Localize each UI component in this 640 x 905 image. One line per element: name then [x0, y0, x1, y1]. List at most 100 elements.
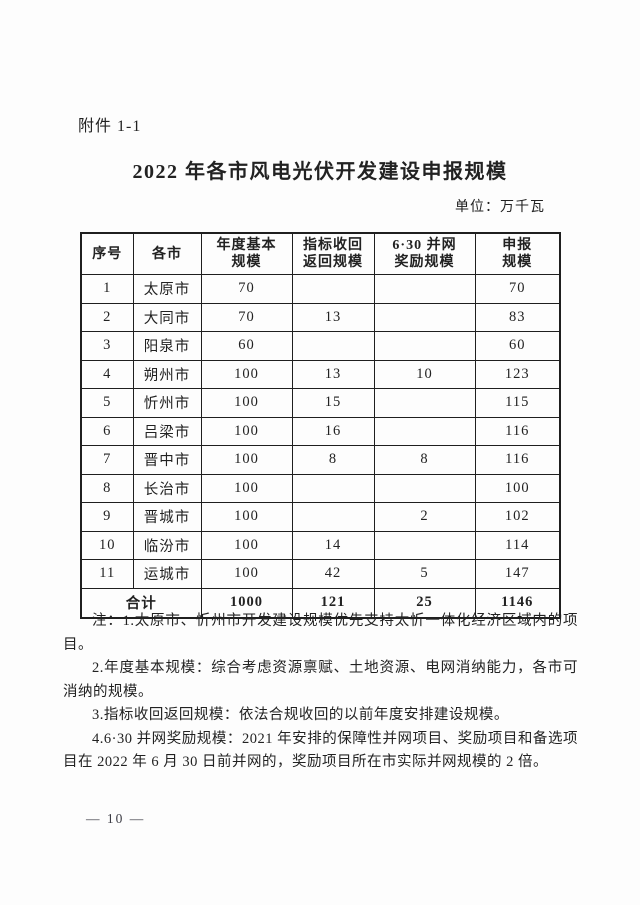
table-cell: 100 [200, 502, 293, 532]
table-cell: 7 [80, 445, 134, 475]
table-cell: 115 [474, 388, 561, 418]
table-cell: 14 [291, 530, 375, 560]
note-paragraph: 注：1.太原市、忻州市开发建设规模优先支持太忻一体化经济区域内的项目。 [63, 613, 578, 653]
table-cell [373, 473, 476, 503]
table-row: 4 朔州市 100 13 10 123 [80, 359, 561, 389]
table-cell: 8 [80, 473, 134, 503]
total-row: 合计 1000 121 25 1146 [80, 587, 561, 618]
table-cell: 70 [474, 274, 561, 304]
table-cell: 临汾市 [132, 530, 202, 560]
table-cell: 116 [474, 445, 561, 475]
table-cell: 忻州市 [132, 388, 202, 418]
table-cell [373, 331, 476, 361]
table-cell [291, 274, 375, 304]
table-cell: 100 [200, 559, 293, 589]
table-cell [373, 302, 476, 332]
table-row: 11 运城市 100 42 5 147 [80, 559, 561, 589]
table-cell: 2 [373, 502, 476, 532]
table-cell: 70 [200, 302, 293, 332]
table-cell: 116 [474, 416, 561, 446]
table-cell: 70 [200, 274, 293, 304]
table-cell: 123 [474, 359, 561, 389]
table-cell: 100 [474, 473, 561, 503]
page-title: 2022 年各市风电光伏开发建设申报规模 [132, 161, 508, 183]
table-cell: 朔州市 [132, 359, 202, 389]
table-row: 9 晋城市 100 2 102 [80, 502, 561, 532]
table-cell [373, 416, 476, 446]
table-cell: 8 [291, 445, 375, 475]
table-cell: 147 [474, 559, 561, 589]
table-row: 5 忻州市 100 15 115 [80, 388, 561, 418]
table-cell: 114 [474, 530, 561, 560]
table-cell: 60 [474, 331, 561, 361]
table-cell: 阳泉市 [132, 331, 202, 361]
note-paragraph: 4.6·30 并网奖励规模：2021 年安排的保障性并网项目、奖励项目和备选项目… [63, 730, 578, 771]
page-number: — 10 — [86, 811, 146, 826]
table-cell: 100 [200, 416, 293, 446]
table-cell: 1 [80, 274, 134, 304]
table-cell: 10 [373, 359, 476, 389]
table-cell: 8 [373, 445, 476, 475]
column-header: 年度基本 规模 [200, 232, 293, 275]
table-cell: 100 [200, 530, 293, 560]
table-cell: 晋中市 [132, 445, 202, 475]
table-cell: 102 [474, 502, 561, 532]
table-cell [373, 388, 476, 418]
table-cell: 2 [80, 302, 134, 332]
total-cell: 1146 [474, 587, 561, 618]
column-header: 各市 [132, 232, 202, 275]
table-row: 6 吕梁市 100 16 116 [80, 416, 561, 446]
unit-label: 单位：万千瓦 [455, 200, 545, 215]
total-label: 合计 [80, 587, 202, 618]
table-row: 8 长治市 100 100 [80, 473, 561, 503]
table-cell: 5 [373, 559, 476, 589]
table-cell: 太原市 [132, 274, 202, 304]
table-cell: 100 [200, 473, 293, 503]
table-cell: 晋城市 [132, 502, 202, 532]
note-paragraph: 2.年度基本规模：综合考虑资源禀赋、土地资源、电网消纳能力，各市可消纳的规模。 [63, 660, 578, 700]
table-row: 3 阳泉市 60 60 [80, 331, 561, 361]
total-cell: 25 [373, 587, 476, 618]
table-cell: 100 [200, 445, 293, 475]
table-cell: 100 [200, 388, 293, 418]
table-cell: 长治市 [132, 473, 202, 503]
table-cell [291, 502, 375, 532]
table-cell [373, 530, 476, 560]
table-cell: 15 [291, 388, 375, 418]
table-header-row: 序号 各市 年度基本 规模 指标收回 返回规模 6·30 并网 奖励规模 申报 规模 [80, 232, 561, 275]
table-cell: 10 [80, 530, 134, 560]
table-cell: 11 [80, 559, 134, 589]
table-cell [291, 331, 375, 361]
column-header: 6·30 并网 奖励规模 [373, 232, 476, 275]
table-cell: 5 [80, 388, 134, 418]
table-cell: 6 [80, 416, 134, 446]
total-cell: 1000 [200, 587, 293, 618]
column-header: 申报 规模 [474, 232, 561, 275]
table-cell: 吕梁市 [132, 416, 202, 446]
table-cell [291, 473, 375, 503]
table-row: 2 大同市 70 13 83 [80, 302, 561, 332]
table-row: 7 晋中市 100 8 8 116 [80, 445, 561, 475]
table-cell: 13 [291, 302, 375, 332]
table-cell: 83 [474, 302, 561, 332]
table-cell: 16 [291, 416, 375, 446]
table-cell: 大同市 [132, 302, 202, 332]
table-cell: 100 [200, 359, 293, 389]
table-cell: 60 [200, 331, 293, 361]
table-cell: 9 [80, 502, 134, 532]
table-header: 序号 各市 年度基本 规模 指标收回 返回规模 6·30 并网 奖励规模 申报 规模 [80, 232, 561, 275]
table-cell: 3 [80, 331, 134, 361]
column-header: 序号 [80, 232, 134, 275]
table-cell: 42 [291, 559, 375, 589]
table-cell: 运城市 [132, 559, 202, 589]
table-row: 1 太原市 70 70 [80, 274, 561, 304]
table-row: 10 临汾市 100 14 114 [80, 530, 561, 560]
note-paragraph: 3.指标收回返回规模：依法合规收回的以前年度安排建设规模。 [92, 707, 509, 723]
table-body: 1 太原市 70 70 2 大同市 70 13 83 3 阳泉市 60 60 4 朔州市 100 13 10 123… [80, 274, 561, 618]
attachment-label: 附件 1-1 [78, 118, 142, 135]
table-cell: 4 [80, 359, 134, 389]
column-header: 指标收回 返回规模 [291, 232, 375, 275]
table-cell [373, 274, 476, 304]
